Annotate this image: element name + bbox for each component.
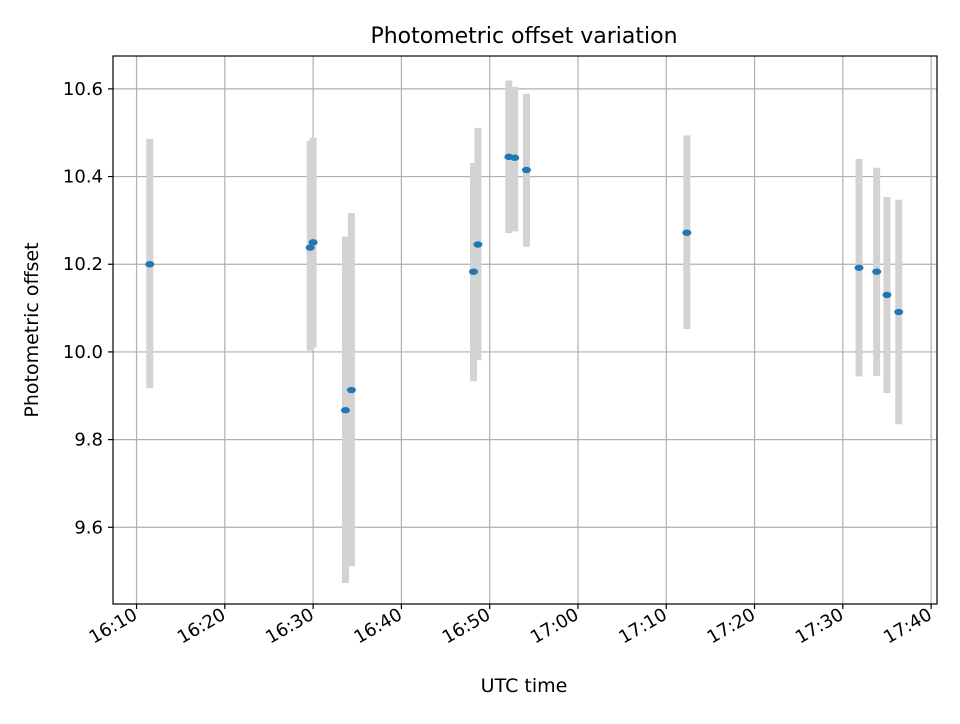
data-point: [872, 268, 882, 275]
y-axis-ticks: 9.6 9.8 10.0 10.2 10.4 10.6: [63, 79, 113, 538]
data-point: [510, 154, 520, 161]
y-axis-label: Photometric offset: [21, 242, 43, 417]
data-point: [469, 268, 478, 275]
data-point: [305, 244, 315, 251]
data-point: [346, 386, 356, 394]
y-tick-label: 9.8: [74, 430, 103, 451]
data-point: [521, 166, 531, 174]
chart-title: Photometric offset variation: [370, 24, 677, 49]
y-tick-label: 10.2: [63, 254, 103, 275]
y-tick-label: 10.6: [63, 79, 103, 100]
x-axis-label: UTC time: [481, 675, 568, 697]
y-tick-label: 10.0: [63, 342, 103, 363]
data-point: [894, 308, 904, 316]
data-point: [882, 291, 892, 299]
data-point: [473, 241, 483, 248]
y-tick-label: 9.6: [74, 517, 103, 538]
data-point: [854, 264, 864, 271]
data-point: [340, 407, 350, 414]
y-tick-label: 10.4: [63, 167, 103, 188]
data-point: [682, 229, 692, 236]
data-point: [308, 239, 318, 246]
plot-frame: [112, 55, 938, 605]
data-point: [145, 261, 155, 268]
data-points: [145, 153, 904, 414]
